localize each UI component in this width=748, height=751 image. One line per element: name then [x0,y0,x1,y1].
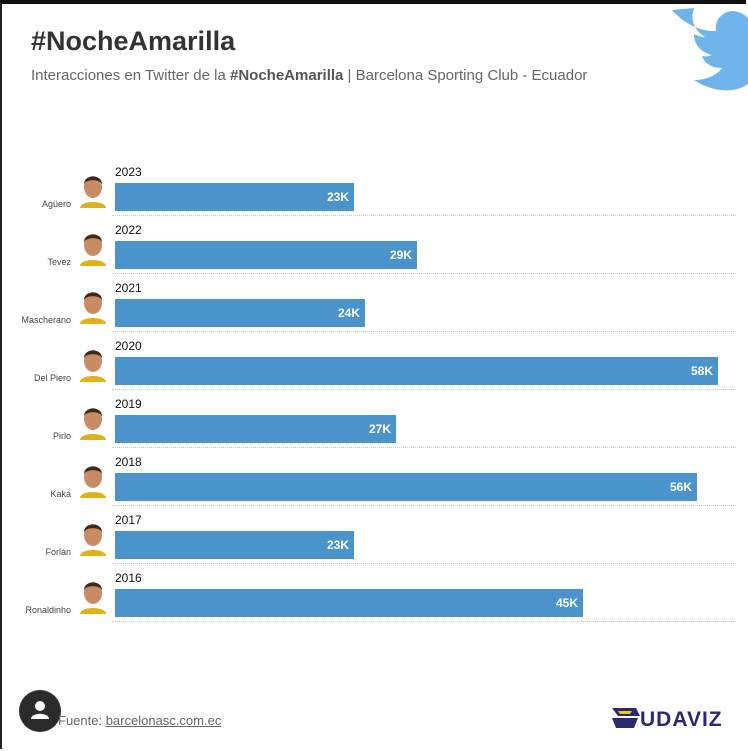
player-name: Agüero [41,199,71,209]
bar-row: 2017 Forlán 23K [0,508,748,566]
brand-name: UDAVIZ [640,708,723,731]
player-name: Mascherano [21,315,71,325]
player-avatar-icon [80,582,106,614]
bar-value-label: 56K [669,480,692,494]
player-name: Ronaldinho [25,605,71,615]
bar-row: 2021 Mascherano 24K [0,276,748,334]
row-divider [112,389,736,390]
player-name: Pirlo [52,431,71,441]
player-avatar-icon [80,466,106,498]
player-avatar-icon [80,292,106,324]
row-divider [112,215,736,216]
player-avatar-icon [80,524,106,556]
subtitle-hashtag: #NocheAmarilla [230,67,344,84]
bar-value-label: 29K [389,248,412,262]
bar-row: 2016 Ronaldinho 45K [0,566,748,624]
year-label: 2019 [115,397,142,411]
row-divider [112,621,736,622]
year-label: 2021 [115,281,142,295]
bar-row: 2023 Agüero 23K [0,160,748,218]
year-label: 2016 [115,571,142,585]
user-icon[interactable] [19,690,61,732]
year-label: 2022 [115,223,142,237]
bar: 45K [115,589,583,617]
bar-row: 2019 Pirlo 27K [0,392,748,450]
year-label: 2018 [115,455,142,469]
bar-value-label: 23K [326,538,349,552]
chart-subtitle: Interacciones en Twitter de la #NocheAma… [31,67,587,84]
row-divider [112,563,736,564]
year-label: 2023 [115,165,142,179]
bar-row: 2020 Del Piero 58K [0,334,748,392]
bar-value-label: 58K [690,364,713,378]
source-note: Fuente: barcelonasc.com.ec [58,713,221,728]
player-avatar-icon [80,408,106,440]
bar: 24K [115,299,365,327]
twitter-bird-icon [672,8,748,91]
chart-title: #NocheAmarilla [31,26,236,56]
row-divider [112,331,736,332]
bar: 23K [115,531,354,559]
player-name: Kaká [50,489,71,499]
source-prefix: Fuente: [58,713,106,728]
player-name: Del Piero [33,373,71,383]
bar: 23K [115,183,354,211]
bar-value-label: 27K [368,422,391,436]
player-avatar-icon [80,234,106,266]
row-divider [112,447,736,448]
bar-value-label: 45K [555,596,578,610]
subtitle-prefix: Interacciones en Twitter de la [31,67,230,84]
bar: 58K [115,357,718,385]
player-name: Forlán [45,547,71,557]
bar-row: 2018 Kaká 56K [0,450,748,508]
bar: 56K [115,473,697,501]
udaviz-logo-icon [612,708,640,728]
bar: 29K [115,241,417,269]
row-divider [112,505,736,506]
row-divider [112,273,736,274]
year-label: 2017 [115,513,142,527]
player-avatar-icon [80,350,106,382]
year-label: 2020 [115,339,142,353]
subtitle-suffix: | Barcelona Sporting Club - Ecuador [343,67,588,84]
bar-row: 2022 Tevez 29K [0,218,748,276]
player-name: Tevez [47,257,71,267]
bar-value-label: 23K [326,190,349,204]
bar: 27K [115,415,396,443]
player-avatar-icon [80,176,106,208]
source-link[interactable]: barcelonasc.com.ec [105,713,222,728]
bar-value-label: 24K [337,306,360,320]
